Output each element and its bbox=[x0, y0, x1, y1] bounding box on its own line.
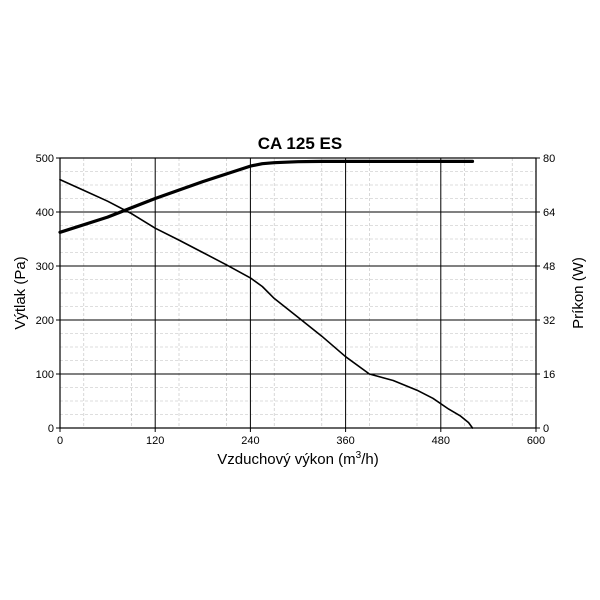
plot-frame bbox=[59, 157, 537, 429]
y2-tick-label: 64 bbox=[543, 207, 555, 219]
y2-tick-label: 80 bbox=[543, 153, 555, 165]
y-axis-label: Výtlak (Pa) bbox=[12, 256, 29, 329]
y-tick-label: 300 bbox=[36, 261, 54, 273]
x-tick-label: 0 bbox=[57, 435, 63, 447]
y2-tick-label: 32 bbox=[543, 315, 555, 327]
power-curve-line bbox=[58, 159, 475, 234]
tick-labels: 0 120 240 360 480 600010020030040050001632486… bbox=[36, 153, 556, 447]
y-tick-label: 400 bbox=[36, 207, 54, 219]
y2-axis-label: Príkon (W) bbox=[570, 257, 587, 329]
y2-tick-label: 16 bbox=[543, 369, 555, 381]
major-gridlines bbox=[56, 157, 540, 432]
y-tick-label: 100 bbox=[36, 369, 54, 381]
series-layer bbox=[58, 159, 475, 429]
pressure-curve-line bbox=[59, 178, 474, 429]
y2-tick-label: 48 bbox=[543, 261, 555, 273]
x-tick-label: 120 bbox=[146, 435, 164, 447]
y-tick-label: 500 bbox=[36, 153, 54, 165]
x-tick-label: 600 bbox=[527, 435, 545, 447]
x-tick-label: 360 bbox=[336, 435, 354, 447]
x-axis-label-main: Vzduchový výkon (m bbox=[217, 451, 355, 468]
chart-title: CA 125 ES bbox=[258, 134, 342, 153]
x-axis-label-sup: 3 bbox=[356, 450, 362, 461]
minor-gridlines bbox=[60, 158, 536, 428]
x-axis-label: Vzduchový výkon (m3/h) bbox=[217, 450, 378, 468]
y-tick-label: 200 bbox=[36, 315, 54, 327]
y-tick-label: 0 bbox=[48, 423, 54, 435]
x-tick-label: 480 bbox=[432, 435, 450, 447]
x-axis-label-end: /h) bbox=[361, 451, 379, 468]
y2-tick-label: 0 bbox=[543, 423, 549, 435]
x-tick-label: 240 bbox=[241, 435, 259, 447]
